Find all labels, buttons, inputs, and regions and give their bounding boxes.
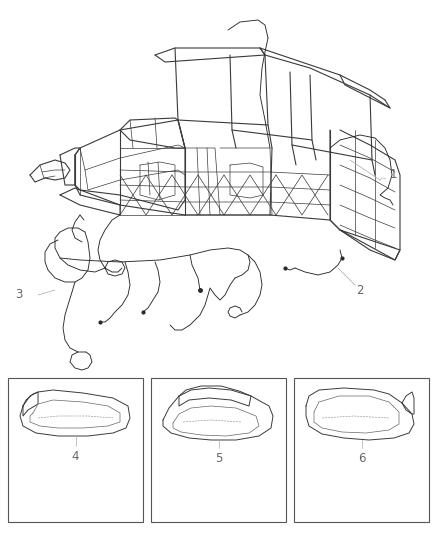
- Text: 3: 3: [15, 288, 22, 302]
- Text: 2: 2: [356, 284, 364, 296]
- Bar: [294, 378, 429, 522]
- Bar: [151, 378, 286, 522]
- Text: 1: 1: [390, 168, 398, 182]
- Text: 6: 6: [358, 451, 365, 464]
- Text: 5: 5: [215, 451, 222, 464]
- Bar: [8, 378, 143, 522]
- Text: 4: 4: [72, 449, 79, 463]
